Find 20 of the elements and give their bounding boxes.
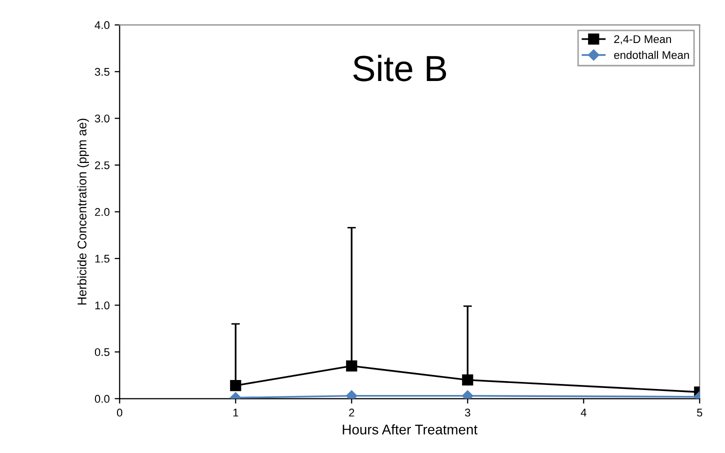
y-tick-label: 0.5	[94, 348, 110, 356]
y-tick-label: 3.5	[94, 68, 110, 76]
y-tick-label: 0.0	[94, 394, 110, 403]
y-tick-label: 4.0	[94, 21, 110, 30]
annotation: Site B	[353, 54, 446, 82]
y-tick-label: 2.0	[95, 208, 110, 216]
legend-label: 2,4-D Mean	[614, 35, 671, 44]
x-tick-label: 4	[580, 408, 586, 416]
x-tick-label: 5	[696, 408, 702, 417]
x-tick-label: 3	[464, 408, 470, 417]
x-tick-label: 0	[116, 408, 122, 417]
y-tick-label: 2.5	[95, 161, 110, 170]
x-axis-title: Hours After Treatment	[342, 424, 478, 434]
y-tick-label: 3.0	[94, 114, 110, 122]
legend-label: endothall Mean	[614, 50, 689, 59]
y-tick-label: 1.5	[95, 254, 110, 263]
y-axis-title: Herbicide Concentration (ppm ae)	[77, 118, 89, 305]
x-tick-label: 1	[233, 408, 238, 416]
y-tick-label: 1.0	[95, 301, 110, 310]
x-tick-label: 2	[349, 408, 354, 416]
